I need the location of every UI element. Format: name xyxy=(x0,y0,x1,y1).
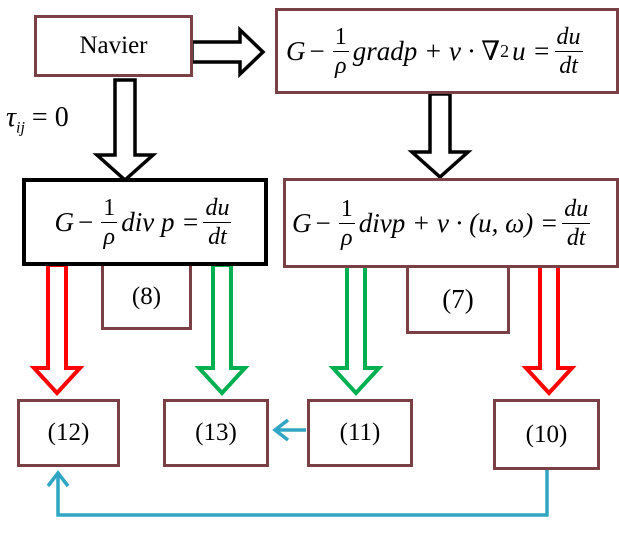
node-11: (11) xyxy=(307,399,413,467)
arrow-right-equation-to-11 xyxy=(328,263,384,396)
arrow-top-equation-to-right-equation xyxy=(407,92,473,180)
navier-label: Navier xyxy=(79,32,148,59)
arrow-right-equation-to-10 xyxy=(521,263,577,396)
arrow-10-to-12-head xyxy=(46,470,70,488)
edge-label-tau: τij = 0 xyxy=(6,102,69,137)
node-10: (10) xyxy=(493,399,600,470)
equation-tag-8: (8) xyxy=(101,266,192,330)
arrow-left-equation-to-12 xyxy=(29,263,85,396)
arrow-navier-to-left-equation xyxy=(92,78,158,183)
arrow-10-to-12 xyxy=(56,469,549,517)
arrow-navier-to-top-equation xyxy=(190,25,266,79)
navier-node: Navier xyxy=(34,15,193,77)
node-12: (12) xyxy=(17,399,120,467)
arrow-11-to-13-head xyxy=(272,418,290,442)
equation-tag-7: (7) xyxy=(406,268,510,334)
arrow-left-equation-to-13 xyxy=(194,263,250,396)
node-13: (13) xyxy=(163,399,269,467)
